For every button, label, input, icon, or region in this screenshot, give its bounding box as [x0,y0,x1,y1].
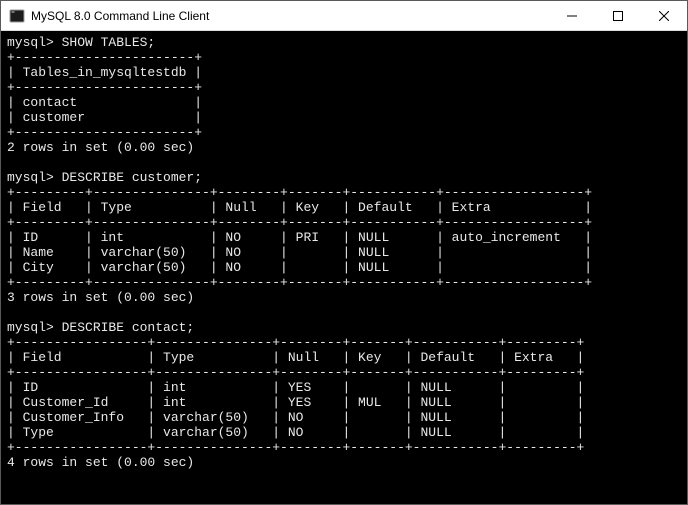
titlebar[interactable]: MySQL 8.0 Command Line Client [1,1,687,31]
app-icon [9,8,25,24]
close-button[interactable] [641,1,687,30]
minimize-icon [567,11,577,21]
close-icon [659,11,669,21]
terminal-output[interactable]: mysql> SHOW TABLES; +-------------------… [1,31,687,504]
minimize-button[interactable] [549,1,595,30]
window-title: MySQL 8.0 Command Line Client [31,9,209,23]
maximize-button[interactable] [595,1,641,30]
app-window: MySQL 8.0 Command Line Client mysql> SHO… [0,0,688,505]
maximize-icon [613,11,623,21]
